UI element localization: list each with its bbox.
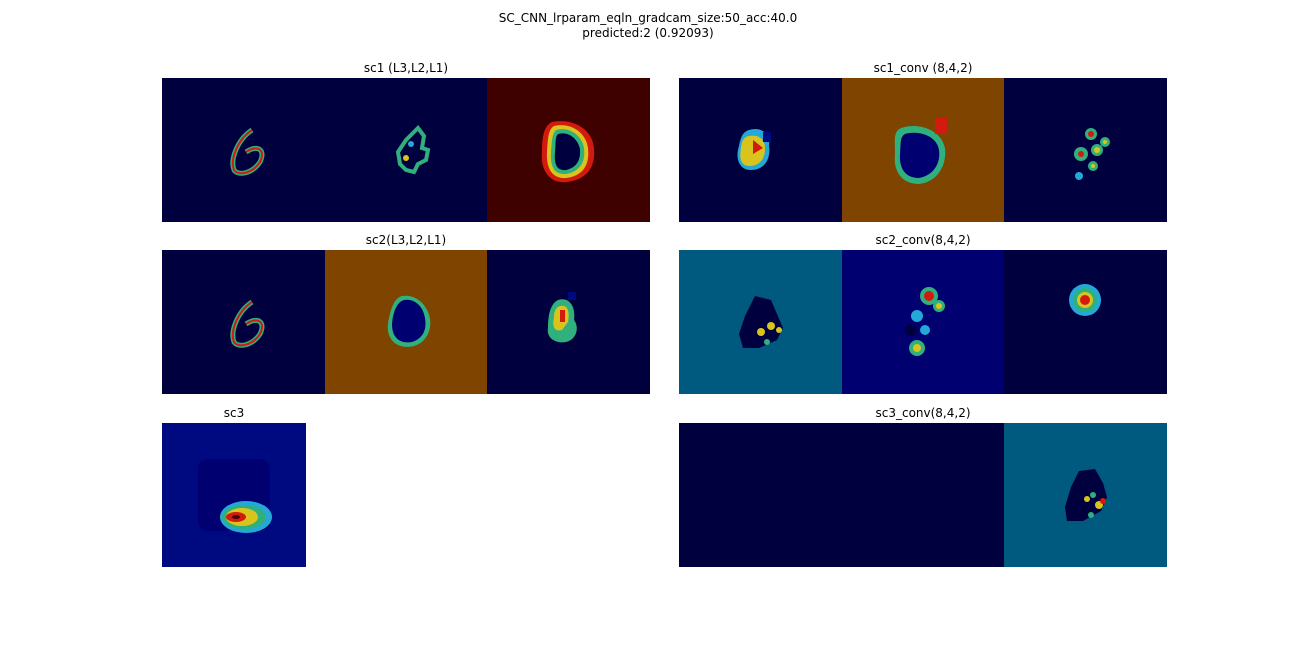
panel-sc1-conv (679, 78, 1167, 222)
blob-sc1conv-2 (1074, 128, 1110, 180)
panel-title-sc1: sc1 (L3,L2,L1) (363, 61, 449, 75)
figure-title-line2: predicted:2 (0.92093) (582, 26, 714, 40)
tile-sc2-L3 (162, 250, 325, 394)
panel-title-sc3-conv: sc3_conv(8,4,2) (875, 406, 971, 420)
panel-title-sc2: sc2(L3,L2,L1) (365, 233, 447, 247)
blob-sc1-L2 (395, 124, 431, 175)
blob-sc1conv-8 (737, 128, 771, 170)
digit-six-sc2 (230, 299, 265, 348)
heatmap-sc3-conv (679, 423, 1167, 567)
tile-sc2conv-4 (842, 250, 1004, 394)
panel-sc2 (162, 250, 650, 394)
blob-sc2-L1 (547, 292, 577, 343)
tile-sc2conv-2 (1004, 250, 1167, 394)
heatmap-sc1-conv (679, 78, 1167, 222)
panel-sc3 (162, 423, 306, 567)
blob-sc3conv-2 (1065, 469, 1107, 521)
blob-sc3 (198, 459, 272, 533)
tile-sc3conv-4 (842, 423, 1004, 567)
panel-title-sc1-conv: sc1_conv (8,4,2) (873, 61, 973, 75)
blob-sc1conv-4 (894, 118, 947, 184)
tile-sc3conv-8 (679, 423, 842, 567)
panel-sc3-conv (679, 423, 1167, 567)
figure-title: SC_CNN_lrparam_eqln_gradcam_size:50_acc:… (0, 11, 1296, 41)
blob-sc1-L1 (541, 121, 595, 183)
heatmap-sc2-conv (679, 250, 1167, 394)
panel-title-sc2-conv: sc2_conv(8,4,2) (875, 233, 971, 247)
figure-title-line1: SC_CNN_lrparam_eqln_gradcam_size:50_acc:… (498, 11, 798, 25)
blob-sc2conv-2 (1069, 284, 1101, 316)
panel-sc2-conv (679, 250, 1167, 394)
digit-six-sc1 (230, 127, 265, 176)
tile-sc1-L3 (162, 78, 487, 222)
blob-sc2conv-4 (905, 287, 945, 356)
panel-sc1 (162, 78, 650, 222)
heatmap-sc2 (162, 250, 650, 394)
heatmap-sc3 (162, 423, 306, 567)
panel-title-sc3: sc3 (223, 406, 245, 420)
heatmap-sc1 (162, 78, 650, 222)
blob-sc2-L2 (387, 295, 431, 347)
blob-sc2conv-8 (739, 296, 783, 348)
